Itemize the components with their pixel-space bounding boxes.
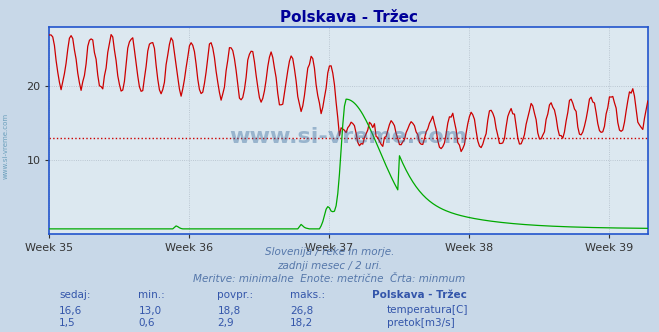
Text: 0,6: 0,6 [138, 318, 155, 328]
Text: temperatura[C]: temperatura[C] [387, 305, 469, 315]
Text: povpr.:: povpr.: [217, 290, 254, 300]
Text: zadnji mesec / 2 uri.: zadnji mesec / 2 uri. [277, 261, 382, 271]
Text: 16,6: 16,6 [59, 306, 82, 316]
Text: Polskava - Tržec: Polskava - Tržec [372, 290, 467, 300]
Text: 1,5: 1,5 [59, 318, 76, 328]
Text: sedaj:: sedaj: [59, 290, 91, 300]
Text: www.si-vreme.com: www.si-vreme.com [2, 113, 9, 179]
Title: Polskava - Tržec: Polskava - Tržec [279, 10, 418, 25]
Text: 18,2: 18,2 [290, 318, 313, 328]
Text: 2,9: 2,9 [217, 318, 234, 328]
Text: 13,0: 13,0 [138, 306, 161, 316]
Text: maks.:: maks.: [290, 290, 325, 300]
Text: min.:: min.: [138, 290, 165, 300]
Text: Meritve: minimalne  Enote: metrične  Črta: minmum: Meritve: minimalne Enote: metrične Črta:… [193, 274, 466, 284]
Text: pretok[m3/s]: pretok[m3/s] [387, 318, 455, 328]
Text: 26,8: 26,8 [290, 306, 313, 316]
Text: Slovenija / reke in morje.: Slovenija / reke in morje. [265, 247, 394, 257]
Text: 18,8: 18,8 [217, 306, 241, 316]
Text: www.si-vreme.com: www.si-vreme.com [229, 126, 468, 146]
